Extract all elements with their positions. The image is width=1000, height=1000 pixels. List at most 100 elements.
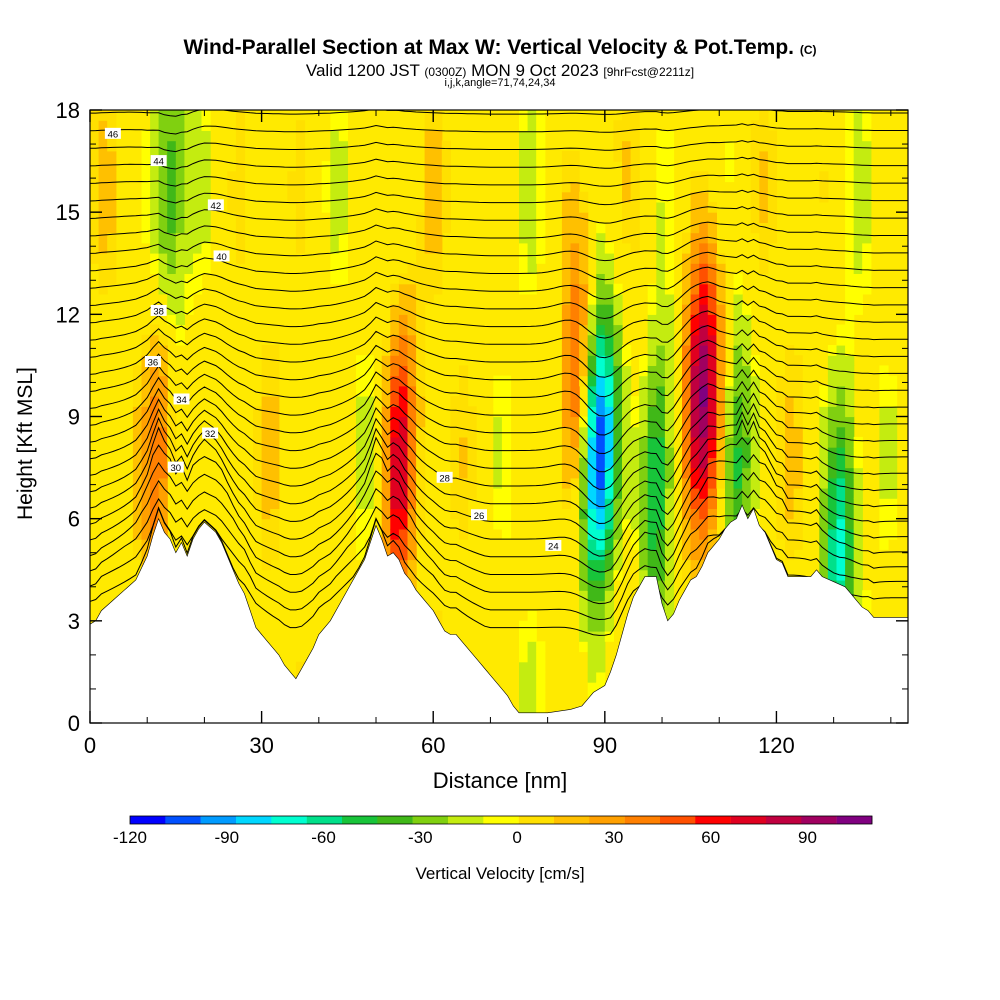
velocity-cell — [398, 426, 409, 438]
velocity-cell — [690, 426, 700, 438]
y-axis-label: Height [Kft MSL] — [14, 367, 37, 520]
velocity-cell — [321, 171, 331, 183]
velocity-cell — [656, 528, 666, 540]
velocity-cell — [596, 345, 606, 356]
velocity-cell — [235, 110, 246, 121]
velocity-cell — [107, 120, 117, 131]
velocity-cell — [175, 232, 185, 244]
velocity-cell — [656, 436, 666, 448]
colorbar-swatch — [200, 816, 237, 824]
velocity-cell — [733, 396, 743, 407]
velocity-cell — [561, 283, 572, 295]
velocity-cell — [433, 242, 443, 254]
velocity-cell — [107, 181, 117, 193]
velocity-cell — [853, 477, 863, 489]
velocity-cell — [682, 283, 692, 295]
velocity-cell — [845, 508, 855, 520]
velocity-cell — [570, 324, 580, 336]
velocity-cell — [630, 242, 640, 254]
theta-label-32: 32 — [205, 429, 216, 440]
velocity-cell — [561, 191, 572, 203]
velocity-cell — [682, 324, 692, 336]
velocity-cell — [767, 161, 778, 172]
velocity-cell — [201, 263, 211, 274]
velocity-cell — [459, 498, 469, 509]
velocity-cell — [579, 580, 589, 591]
velocity-cell — [141, 191, 151, 203]
velocity-cell — [827, 488, 838, 499]
velocity-cell — [338, 273, 348, 285]
velocity-cell — [527, 161, 537, 172]
velocity-cell — [390, 477, 400, 489]
velocity-cell — [699, 467, 709, 479]
velocity-cell — [759, 201, 769, 213]
velocity-cell — [261, 345, 271, 356]
velocity-cell — [261, 508, 271, 520]
velocity-cell — [845, 416, 855, 428]
velocity-cell — [596, 385, 606, 397]
velocity-cell — [690, 406, 700, 418]
velocity-cell — [622, 201, 632, 213]
velocity-cell — [261, 549, 271, 561]
velocity-cell — [647, 324, 657, 336]
velocity-cell — [888, 528, 898, 540]
velocity-cell — [570, 375, 580, 387]
velocity-cell — [699, 426, 709, 438]
velocity-cell — [570, 293, 580, 305]
velocity-cell — [836, 457, 846, 469]
velocity-cell — [356, 365, 366, 377]
velocity-cell — [716, 253, 726, 264]
velocity-cell — [725, 140, 735, 152]
velocity-cell — [579, 304, 589, 315]
velocity-cell — [819, 477, 829, 489]
velocity-cell — [570, 334, 580, 346]
velocity-cell — [295, 242, 306, 254]
velocity-cell — [536, 201, 546, 213]
velocity-cell — [398, 528, 409, 540]
velocity-cell — [416, 396, 426, 407]
velocity-cell — [630, 130, 640, 142]
velocity-cell — [827, 508, 838, 520]
colorbar-tick-label: 0 — [512, 828, 521, 847]
velocity-cell — [390, 293, 400, 305]
velocity-cell — [682, 345, 692, 356]
velocity-cell — [656, 171, 666, 183]
velocity-cell — [295, 140, 306, 152]
velocity-cell — [845, 539, 855, 550]
velocity-cell — [261, 436, 271, 448]
velocity-cell — [853, 580, 863, 591]
velocity-cell — [622, 232, 632, 244]
velocity-cell — [647, 406, 657, 418]
velocity-cell — [150, 222, 160, 234]
velocity-cell — [579, 334, 589, 346]
velocity-cell — [853, 569, 863, 581]
velocity-cell — [596, 590, 606, 601]
velocity-cell — [398, 416, 409, 428]
colorbar-frame — [129, 815, 873, 825]
velocity-cell — [690, 508, 700, 520]
velocity-cell — [295, 150, 306, 162]
velocity-cell — [90, 110, 100, 121]
velocity-cell — [699, 477, 709, 489]
velocity-cell — [193, 212, 203, 223]
velocity-cell — [107, 242, 117, 254]
velocity-cell — [193, 242, 203, 254]
velocity-cell — [596, 314, 606, 326]
velocity-cell — [141, 508, 151, 520]
velocity-cell — [167, 171, 177, 183]
velocity-cell — [407, 365, 417, 377]
velocity-cell — [707, 518, 717, 530]
velocity-cell — [596, 426, 606, 438]
velocity-cell — [175, 171, 185, 183]
velocity-cell — [664, 130, 675, 142]
velocity-cell — [321, 191, 331, 203]
velocity-cell — [158, 110, 168, 121]
velocity-cell — [853, 171, 863, 183]
velocity-cell — [579, 436, 589, 448]
velocity-cell — [682, 314, 692, 326]
velocity-cell — [613, 355, 623, 366]
velocity-cell — [699, 539, 709, 550]
velocity-cell — [596, 447, 606, 458]
velocity-cell — [845, 120, 855, 131]
velocity-cell — [767, 150, 778, 162]
